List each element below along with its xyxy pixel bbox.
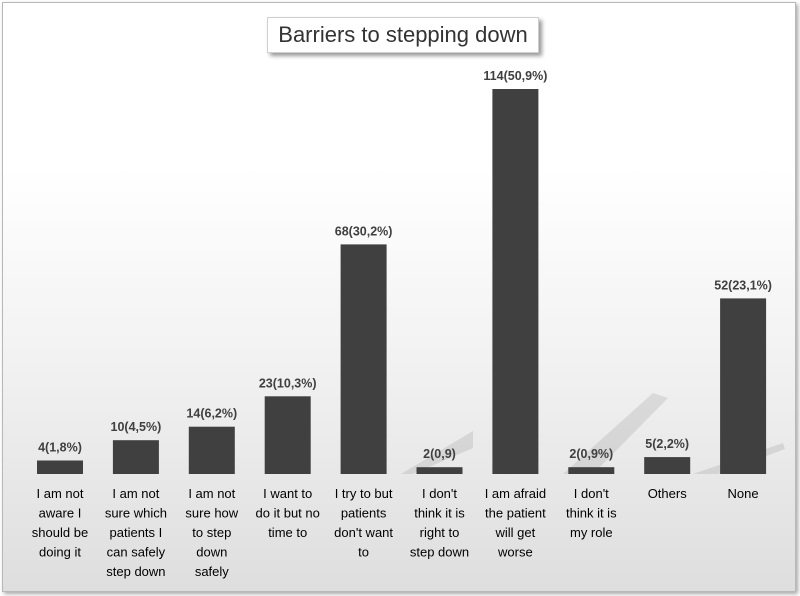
- bar-7: [568, 467, 615, 474]
- bar-1: [112, 440, 159, 474]
- category-label-3: I want to do it but no time to: [256, 486, 320, 540]
- data-label-7: 2(0,9%): [569, 447, 613, 461]
- data-label-4: 68(30,2%): [335, 224, 393, 238]
- data-label-0: 4(1,8%): [38, 441, 82, 455]
- bar-8: [644, 457, 691, 474]
- category-label-7: I don't think it is my role: [566, 486, 617, 540]
- category-label-9: None: [728, 486, 759, 501]
- bar-4: [340, 244, 387, 474]
- data-label-1: 10(4,5%): [111, 420, 162, 434]
- data-label-3: 23(10,3%): [259, 376, 317, 390]
- chart-title-box: Barriers to stepping down: [267, 17, 539, 53]
- chart-title: Barriers to stepping down: [278, 22, 528, 47]
- bar-2: [188, 426, 235, 474]
- category-label-8: Others: [648, 486, 688, 501]
- bar-9: [720, 298, 767, 474]
- data-label-6: 114(50,9%): [483, 69, 547, 83]
- data-label-9: 52(23,1%): [714, 278, 772, 292]
- bar-5: [416, 467, 463, 474]
- bar-shadow-1: [563, 393, 668, 474]
- category-label-5: I don't think it is right to step down: [410, 486, 469, 560]
- category-label-4: I try to but patients don't want to: [334, 486, 393, 560]
- bar-0: [37, 460, 83, 474]
- data-label-5: 2(0,9): [423, 447, 456, 461]
- category-label-2: I am not sure how to step down safely: [185, 486, 238, 579]
- bar-shadow-0: [401, 431, 473, 474]
- bar-6: [492, 89, 539, 474]
- data-label-2: 14(6,2%): [186, 407, 237, 421]
- bar-3: [264, 396, 311, 474]
- data-label-8: 5(2,2%): [645, 437, 689, 451]
- category-label-6: I am afraid the patient will get worse: [485, 486, 546, 560]
